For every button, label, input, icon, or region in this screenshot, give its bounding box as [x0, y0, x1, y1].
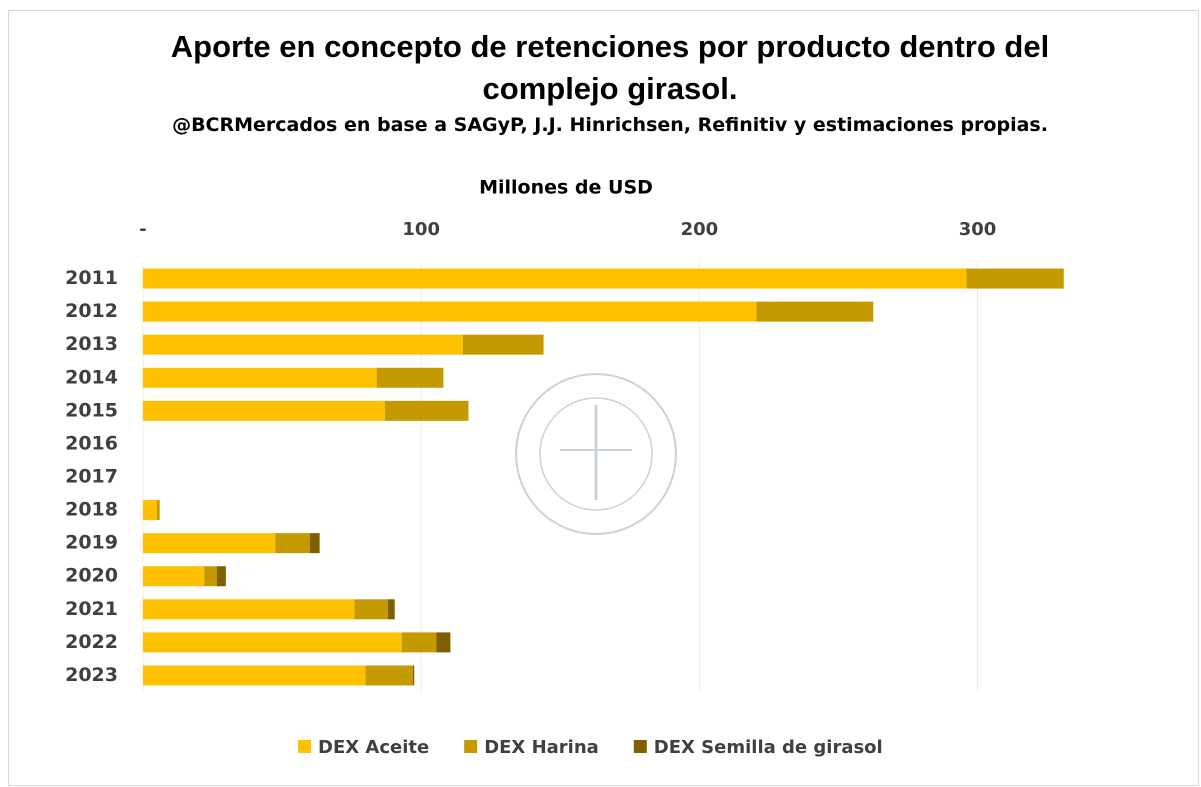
legend-swatch: [464, 740, 478, 753]
bar-segment: [385, 400, 469, 421]
y-tick-label: 2017: [65, 466, 118, 488]
bar-segment: [156, 500, 160, 521]
legend-label: DEX Aceite: [318, 737, 429, 758]
y-tick-label: 2015: [65, 399, 118, 421]
y-tick-label: 2011: [65, 267, 118, 289]
bar-segment: [143, 665, 366, 686]
x-tick-label: 200: [681, 219, 719, 240]
legend-label: DEX Semilla de girasol: [654, 737, 883, 758]
chart-border: [8, 10, 1199, 786]
bar-segment: [143, 334, 463, 355]
bar-segment: [143, 533, 276, 554]
bar-segment: [756, 301, 874, 322]
bar-segment: [143, 500, 157, 521]
chart-title: Aporte en concepto de retenciones por pr…: [170, 29, 1050, 106]
bar-segment: [143, 268, 967, 289]
chart-subtitle: @BCRMercados en base a SAGyP, J.J. Hinri…: [172, 114, 1048, 136]
x-tick-label: 100: [402, 219, 440, 240]
y-tick-label: 2016: [65, 432, 118, 454]
bar-segment: [376, 367, 444, 388]
bar-segment: [462, 334, 544, 355]
legend-swatch: [633, 740, 647, 753]
bar-segment: [412, 665, 415, 686]
y-tick-label: 2014: [65, 366, 118, 388]
bar-segment: [143, 301, 757, 322]
bar-segment: [216, 566, 226, 587]
legend-label: DEX Harina: [484, 737, 599, 758]
x-tick-label: -: [139, 219, 146, 240]
bar-segment: [143, 400, 386, 421]
bar-segment: [365, 665, 413, 686]
x-axis-label: Millones de USD: [479, 177, 653, 199]
watermark: [515, 373, 677, 535]
bar-segment: [966, 268, 1064, 289]
y-tick-label: 2018: [65, 499, 118, 521]
x-tick-label: 300: [959, 219, 997, 240]
bar-segment: [143, 599, 355, 620]
bar-segment: [204, 566, 217, 587]
bar-segment: [401, 632, 437, 653]
bar-segment: [143, 566, 205, 587]
bar-segment: [143, 632, 402, 653]
bar-segment: [275, 533, 310, 554]
bar-segment: [309, 533, 320, 554]
y-tick-label: 2022: [65, 631, 118, 653]
legend-swatch: [298, 740, 311, 753]
y-tick-label: 2020: [65, 565, 118, 587]
y-tick-label: 2019: [65, 532, 118, 554]
y-tick-label: 2021: [65, 598, 118, 620]
y-tick-label: 2013: [65, 333, 118, 355]
y-tick-label: 2012: [65, 300, 118, 322]
y-tick-label: 2023: [65, 664, 118, 686]
bar-segment: [143, 367, 377, 388]
bar-segment: [354, 599, 388, 620]
bar-segment: [387, 599, 395, 620]
bar-segment: [436, 632, 451, 653]
